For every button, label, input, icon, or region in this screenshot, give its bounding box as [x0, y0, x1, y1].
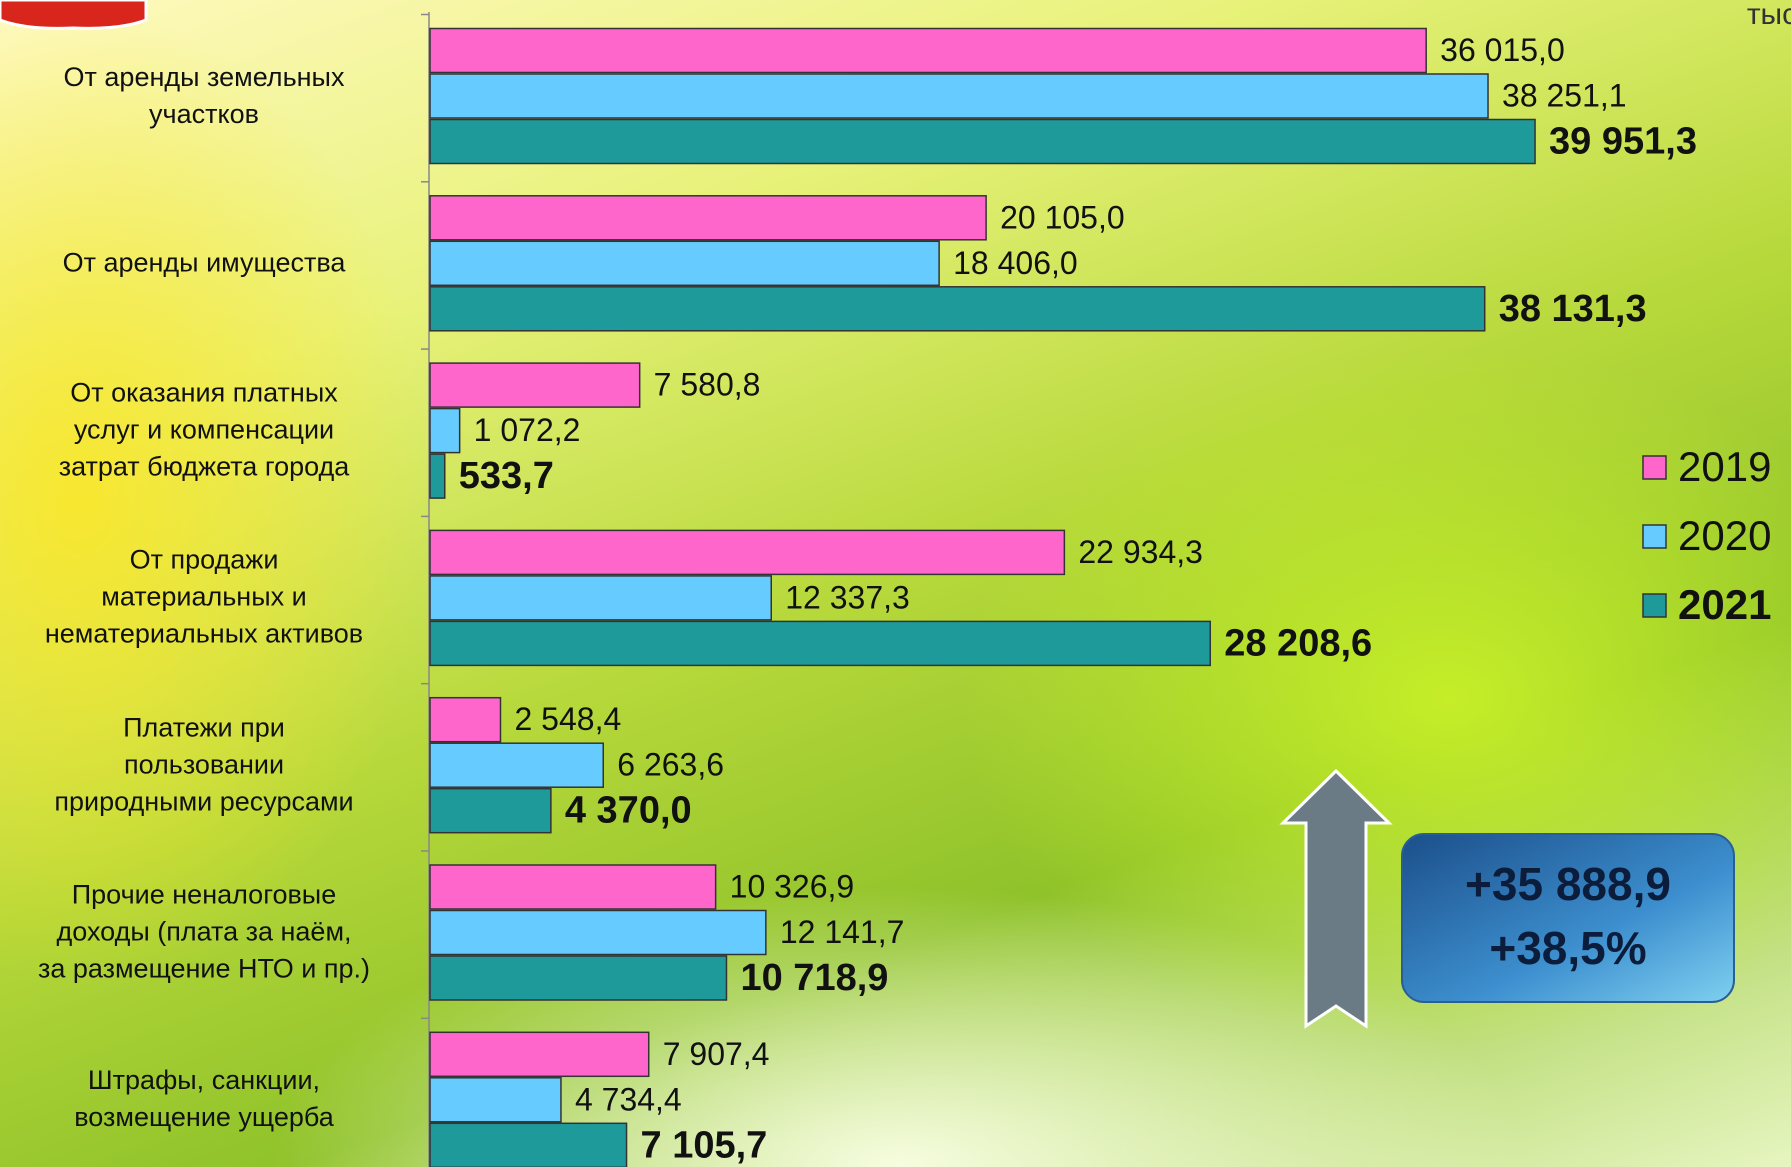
bar: [429, 286, 1486, 332]
value-label: 4 734,4: [575, 1081, 682, 1117]
bar: [429, 362, 641, 408]
value-label: 38 251,1: [1502, 77, 1627, 113]
bar: [429, 73, 1489, 119]
legend-swatch: [1642, 524, 1667, 549]
value-label: 6 263,6: [617, 747, 724, 783]
value-label: 18 406,0: [953, 245, 1078, 281]
value-label: 20 105,0: [1000, 199, 1125, 235]
bar: [429, 1031, 650, 1078]
bar: [429, 742, 605, 788]
bar: [429, 1077, 562, 1123]
value-label: 38 131,3: [1499, 288, 1647, 330]
category-label: Штрафы, санкции, возмещение ущерба: [74, 1065, 334, 1133]
category-label: От оказания платных услуг и компенсации …: [58, 377, 350, 482]
legend-label: 2019: [1678, 443, 1771, 490]
category-label: Прочие неналоговые доходы (плата за наём…: [37, 879, 370, 984]
category-label: От аренды имущества: [62, 247, 346, 278]
bar: [429, 453, 446, 499]
value-label: 10 718,9: [740, 957, 888, 999]
bar: [429, 909, 767, 956]
value-label: 1 072,2: [474, 412, 581, 448]
legend-label: 2020: [1678, 512, 1771, 559]
logo: [0, 0, 148, 30]
bar: [429, 27, 1427, 74]
bar: [429, 696, 502, 743]
bar: [429, 955, 728, 1001]
bar: [429, 240, 940, 287]
bar: [429, 118, 1536, 165]
bar: [429, 407, 461, 454]
annotation-box: [1401, 833, 1735, 1003]
annotation-line: +35 888,9: [1465, 858, 1671, 910]
legend-label: 2021: [1678, 581, 1771, 628]
bar: [429, 195, 987, 241]
value-label: 7 907,4: [663, 1036, 770, 1072]
category-label: Платежи при пользовании природными ресур…: [54, 712, 354, 817]
growth-arrow: [1279, 768, 1393, 1029]
value-label: 4 370,0: [565, 790, 692, 832]
value-label: 36 015,0: [1440, 32, 1565, 68]
bar: [429, 529, 1066, 576]
value-label: 7 105,7: [641, 1124, 768, 1166]
value-label: 10 326,9: [730, 868, 855, 904]
bar: [429, 787, 552, 834]
value-label: 28 208,6: [1224, 622, 1372, 664]
legend-swatch: [1642, 593, 1667, 618]
annotation-line: +38,5%: [1489, 922, 1646, 974]
category-label: От продажи материальных и нематериальных…: [44, 544, 364, 649]
value-label: 7 580,8: [654, 367, 761, 403]
bar: [429, 864, 717, 910]
category-label: От аренды земельных участков: [63, 61, 345, 129]
bar: [429, 620, 1211, 667]
value-label: 22 934,3: [1078, 534, 1203, 570]
legend-swatch: [1642, 455, 1667, 480]
bar: [429, 1122, 628, 1167]
unit-label: тыс. руб.: [1747, 0, 1791, 31]
value-label: 12 141,7: [780, 914, 905, 950]
value-label: 39 951,3: [1549, 121, 1697, 163]
value-label: 12 337,3: [785, 579, 910, 615]
bar: [429, 575, 772, 621]
value-label: 533,7: [459, 455, 554, 497]
value-label: 2 548,4: [514, 701, 621, 737]
